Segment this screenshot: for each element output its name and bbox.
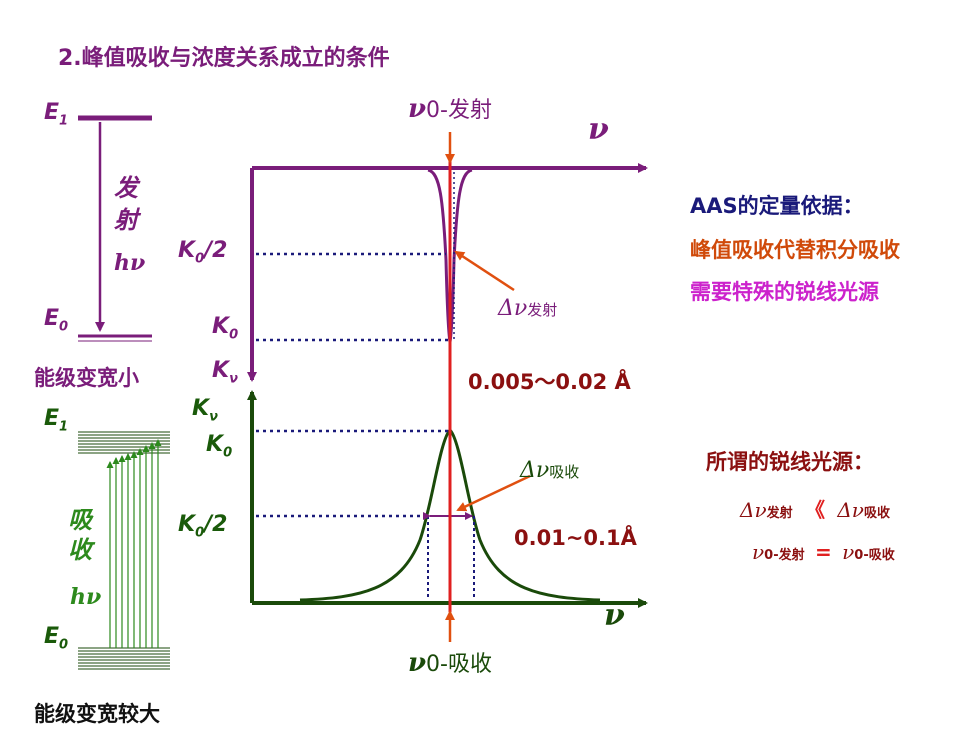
absorption-transition-arrows [106,439,162,648]
emission-delta-label: Δν发射 [498,296,558,321]
emission-E1-label: E1 [44,100,69,129]
delta-absorption-pointer [456,474,531,512]
emission-range-label: 0.005～0.02 Å [468,370,631,394]
emission-hv-label: hν [114,250,146,276]
absorption-range-label: 0.01~0.1Å [514,526,637,550]
absorption-hv-label: hν [70,584,102,610]
nu0-emission-label: ν0-发射 [408,94,492,124]
emission-kv-label: Kν [212,358,238,387]
emission-level-diagram [78,115,152,342]
emission-transition-label-2: 射 [114,206,138,234]
absorption-E0-label: E0 [44,624,69,653]
note-sharp-source-def: 所谓的锐线光源： [706,450,874,474]
emission-transition-label-1: 发 [114,174,138,202]
absorption-axis-label: ν [604,598,625,633]
emission-E0-label: E0 [44,306,69,335]
absorption-kv-label: Kν [192,396,218,425]
nu0-absorption-label: ν0-吸收 [408,648,492,678]
absorption-k0-half-label: K0/2 [178,512,228,541]
note-sharp-source: 需要特殊的锐线光源 [690,280,879,304]
emission-k0-label: K0 [212,314,239,343]
absorption-transition-label-1: 吸 [68,506,92,534]
condition-width: Δν发射 《 Δν吸收 [740,498,890,522]
absorption-E1-label: E1 [44,406,69,435]
condition-center: ν0-发射 = ν0-吸收 [752,540,895,564]
note-quant-basis: AAS的定量依据： [690,194,864,218]
note-peak-absorption: 峰值吸收代替积分吸收 [690,238,900,262]
absorption-caption: 能级变宽较大 [34,702,160,726]
absorption-k0-label: K0 [206,432,233,461]
absorption-delta-label: Δν吸收 [520,458,580,483]
emission-axis-label: ν [588,112,609,147]
absorption-transition-label-2: 收 [68,536,92,564]
delta-emission-pointer [454,250,515,292]
emission-caption: 能级变宽小 [34,366,139,390]
page-title: 2.峰值吸收与浓度关系成立的条件 [58,46,390,71]
emission-k0-half-label: K0/2 [178,238,228,267]
